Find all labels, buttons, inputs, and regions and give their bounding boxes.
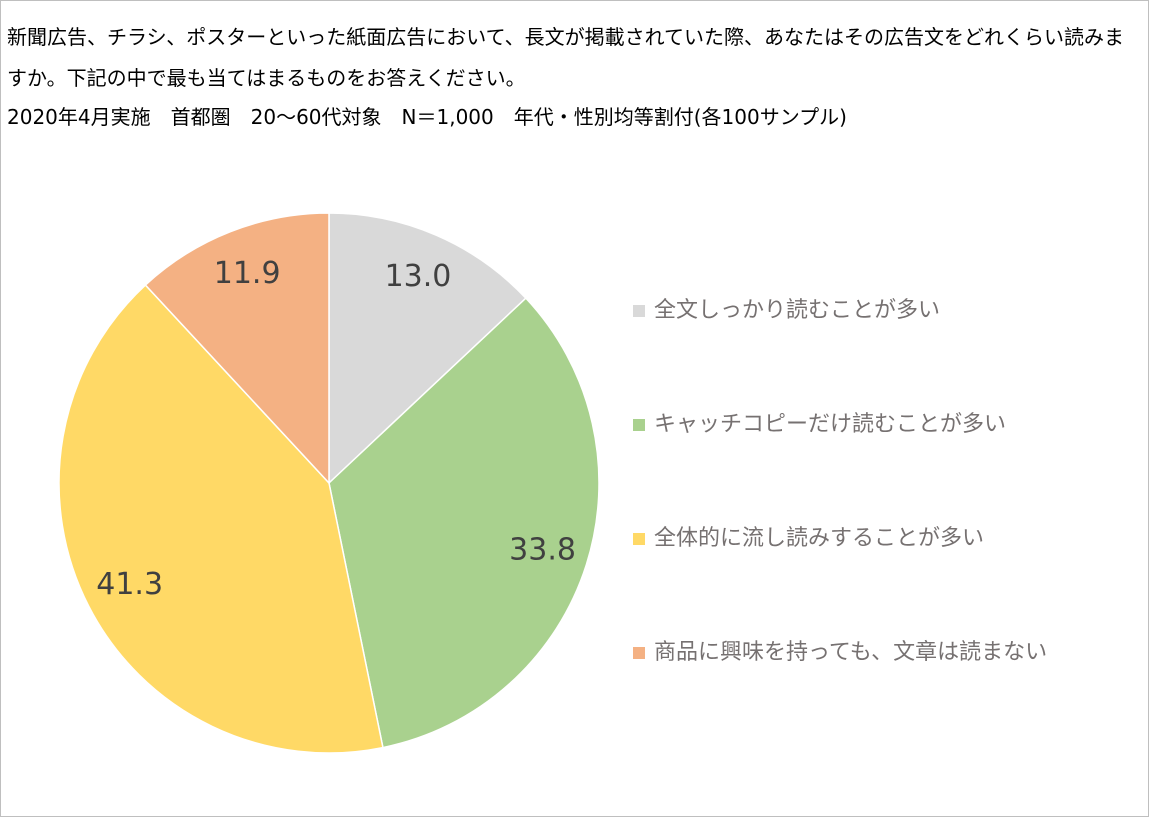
pie-slice bbox=[58, 283, 384, 754]
pie-slice bbox=[328, 297, 600, 749]
data-label: 11.9 bbox=[214, 256, 281, 291]
legend-swatch bbox=[633, 305, 645, 317]
legend-label: 全体的に流し読みすることが多い bbox=[654, 526, 984, 551]
legend-swatch bbox=[633, 647, 645, 659]
pie-slice bbox=[328, 212, 527, 485]
legend-label: 商品に興味を持っても、文章は読まない bbox=[654, 640, 1047, 665]
data-label: 41.3 bbox=[96, 567, 163, 602]
legend-label: 全文しっかり読むことが多い bbox=[654, 298, 940, 323]
chart-title: 新聞広告、チラシ、ポスターといった紙面広告において、長文が掲載されていた際、あな… bbox=[7, 25, 1124, 90]
legend-swatch bbox=[633, 419, 645, 431]
data-label: 13.0 bbox=[385, 259, 452, 294]
legend-label: キャッチコピーだけ読むことが多い bbox=[654, 412, 1006, 437]
legend-swatch bbox=[633, 533, 645, 545]
data-label: 33.8 bbox=[509, 532, 576, 567]
pie-slice bbox=[144, 212, 330, 485]
chart-subtitle: 2020年4月実施 首都圏 20～60代対象 N＝1,000 年代・性別均等割付… bbox=[7, 105, 847, 129]
